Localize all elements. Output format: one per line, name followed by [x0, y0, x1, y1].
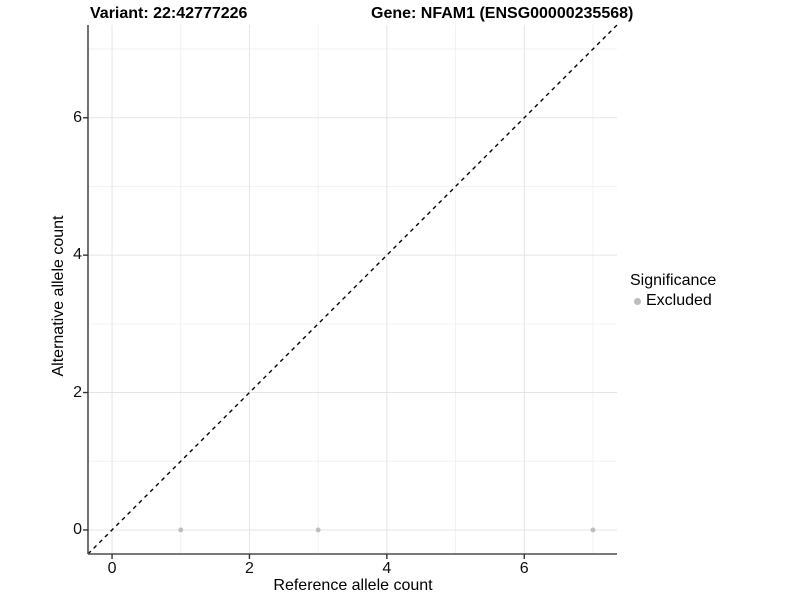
grid-minor	[88, 25, 617, 554]
y-tick-label: 2	[73, 383, 82, 401]
data-point	[590, 527, 596, 533]
plot-title-variant: Variant: 22:42777226	[90, 5, 248, 22]
y-tick-label: 4	[73, 246, 82, 264]
tick-marks	[83, 117, 525, 559]
legend: Significance Excluded	[630, 271, 716, 310]
y-tick-label: 0	[73, 520, 82, 538]
data-point	[178, 527, 184, 533]
x-tick-label: 2	[244, 560, 254, 577]
x-axis-title: Reference allele count	[273, 577, 433, 594]
x-tick-label: 0	[107, 560, 117, 577]
y-axis-title: Alternative allele count	[50, 215, 67, 377]
legend-item-label: Excluded	[646, 292, 712, 309]
x-tick-label: 6	[519, 560, 529, 577]
legend-item: Excluded	[630, 292, 716, 310]
identity-line	[87, 24, 618, 555]
legend-point-icon	[634, 297, 641, 305]
legend-title: Significance	[630, 272, 717, 289]
grid-major	[88, 25, 617, 554]
data-point	[315, 527, 321, 533]
axis-lines	[87, 25, 617, 555]
plot-title-gene: Gene: NFAM1 (ENSG00000235568)	[371, 5, 634, 22]
y-tick-label: 6	[73, 108, 82, 126]
data-points	[178, 527, 596, 533]
x-tick-label: 4	[382, 560, 392, 577]
legend-items: Excluded	[630, 292, 716, 310]
